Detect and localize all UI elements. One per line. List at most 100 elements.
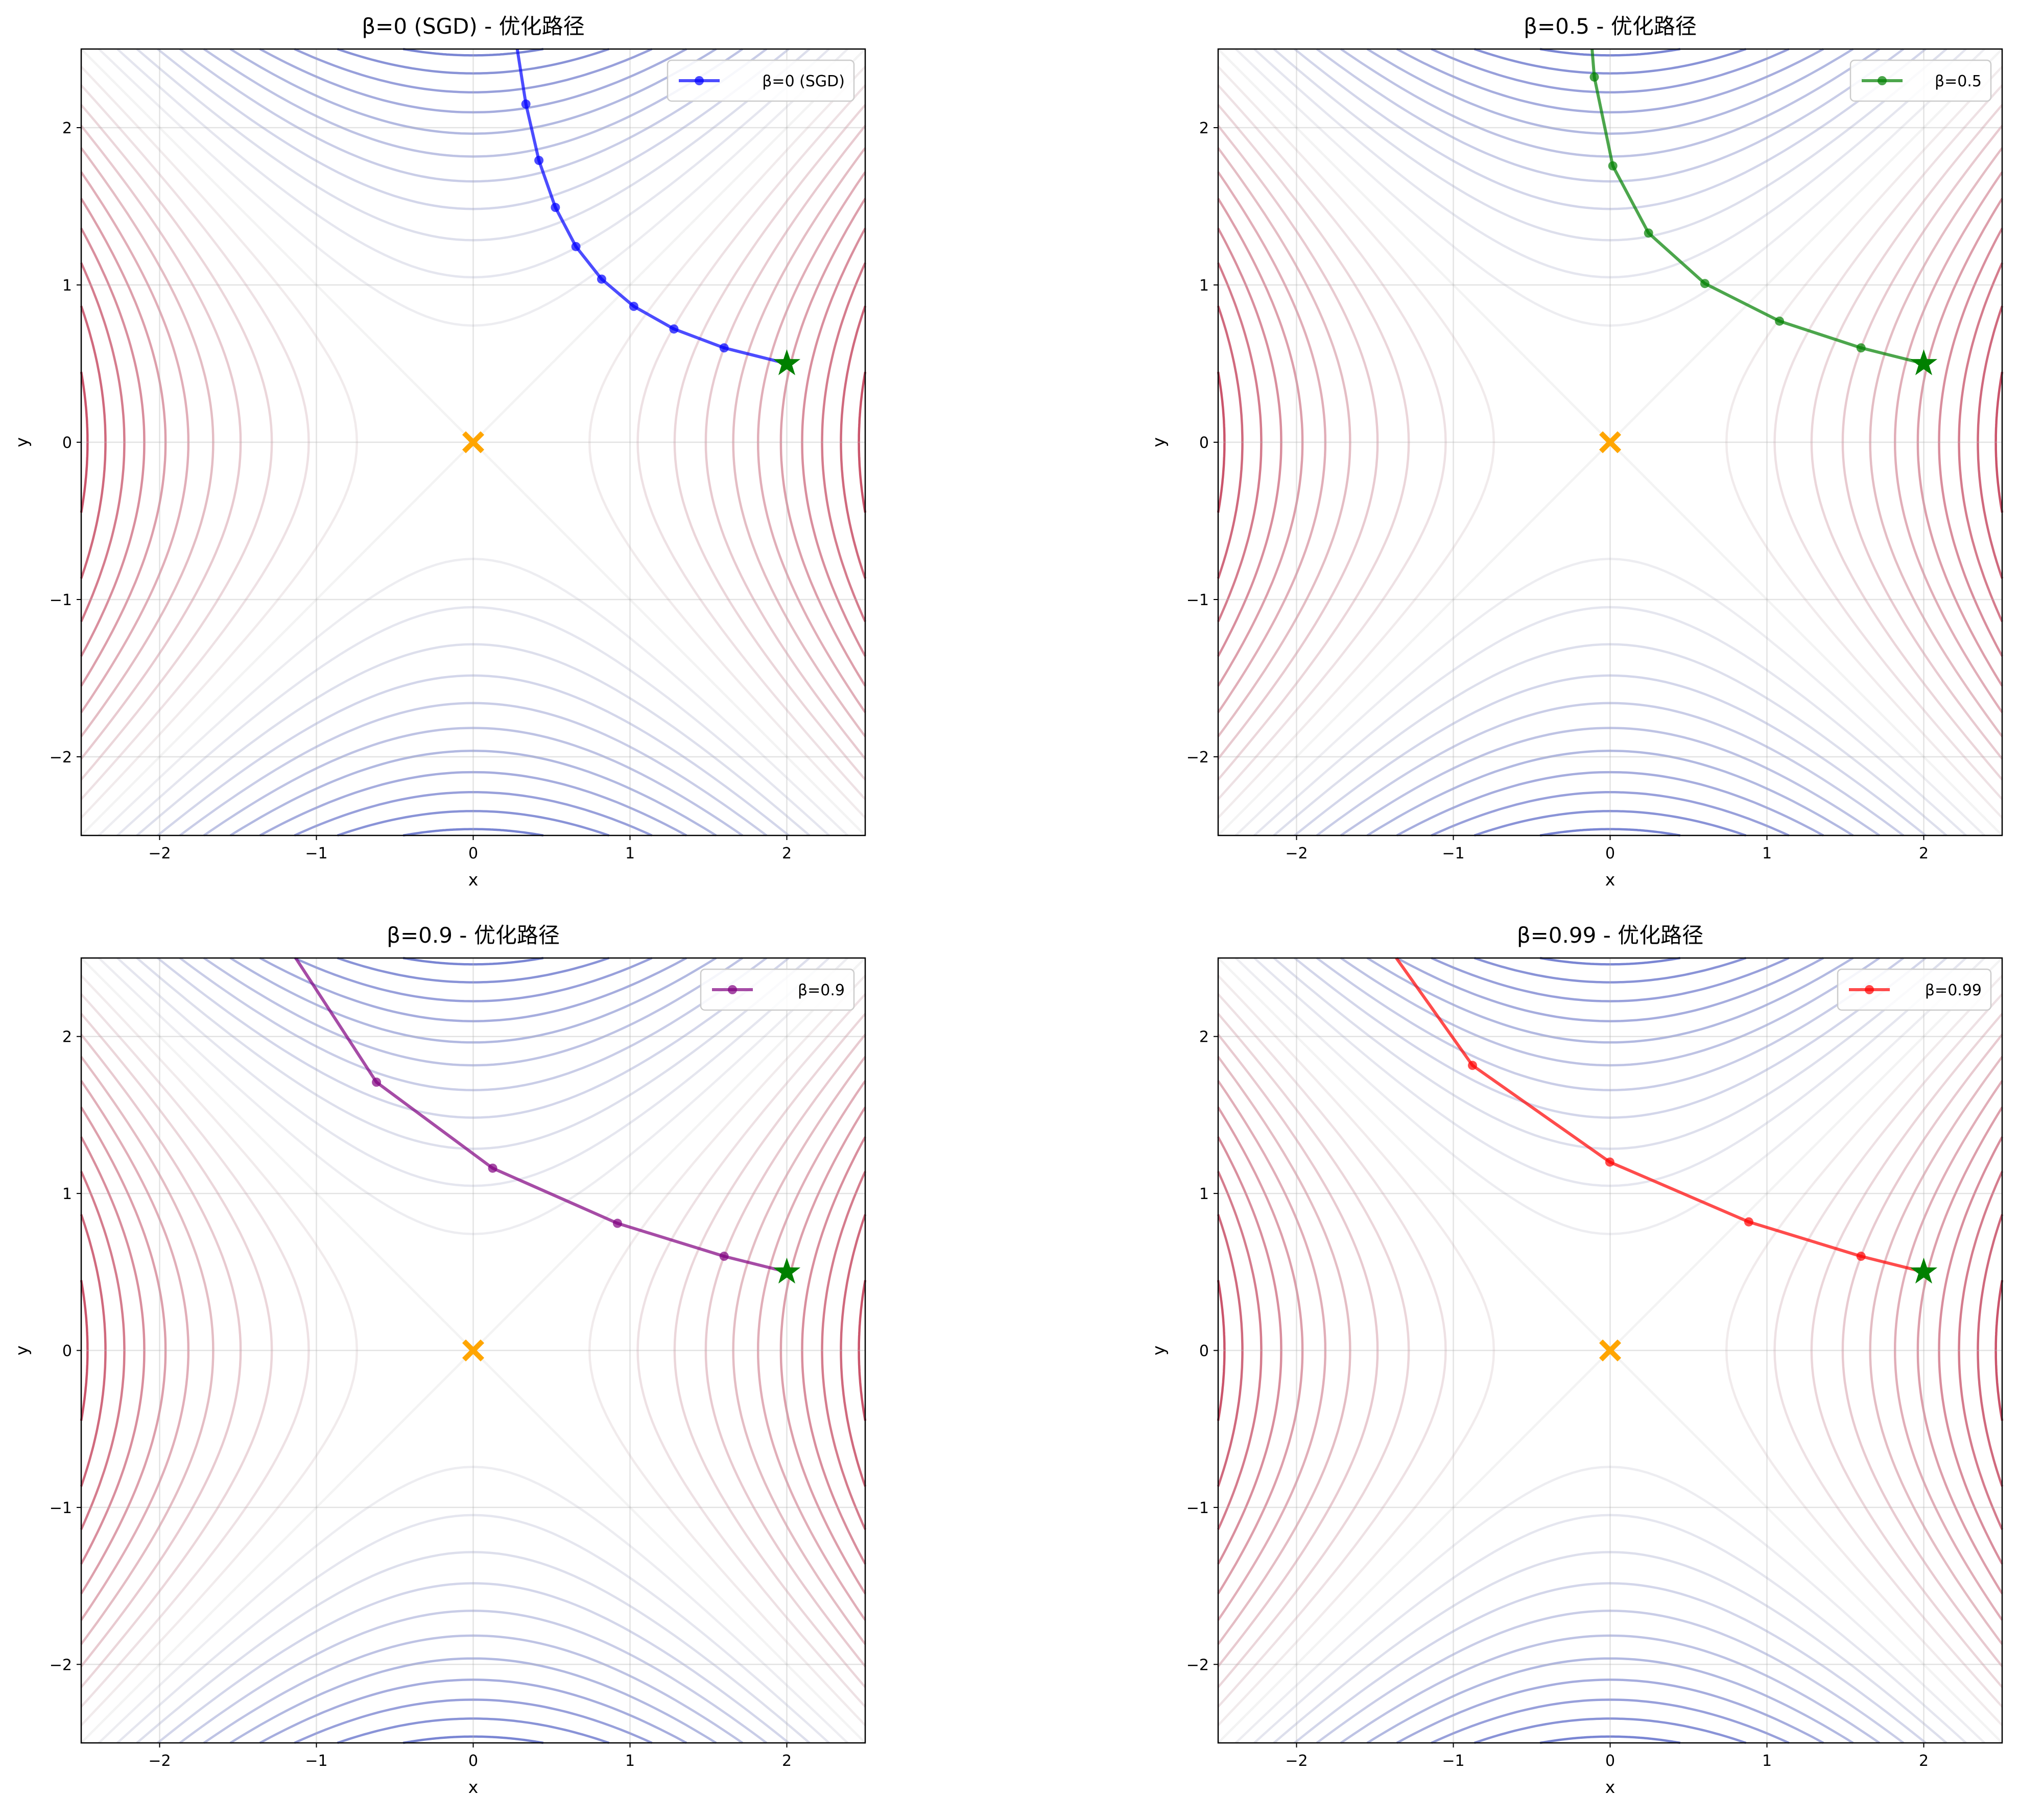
contour-line [1217, 1136, 1282, 1565]
y-tick-label: 0 [1199, 434, 1209, 452]
contour-line [1539, 956, 1681, 966]
x-tick-label: −1 [305, 845, 327, 863]
contour-line [116, 1514, 830, 1744]
contour-line [1273, 957, 1947, 1150]
contour-line [229, 48, 717, 135]
path-point [719, 343, 729, 353]
subplot-0: −2 −1 0 1 2 −2 −1 0 1 2 x y β=0 (SGD) - 优化路径 β=0 (SGD… [12, 14, 867, 890]
x-tick-label: 0 [1605, 1752, 1615, 1770]
contour-line [1938, 1136, 2003, 1565]
contour-line [1977, 1214, 2004, 1487]
contour-line [1916, 1107, 2003, 1594]
contour-line [1869, 147, 2003, 737]
contour-line [294, 47, 653, 93]
contour-line [673, 1013, 866, 1688]
contour-line [80, 84, 310, 800]
contour-line [756, 171, 866, 713]
contour-line [1916, 198, 2003, 687]
saddle-x-stroke [1599, 431, 1622, 453]
y-tick-label: −2 [50, 1656, 72, 1674]
contour-line [80, 262, 126, 622]
contour-line [1958, 262, 2004, 622]
contour-line [136, 643, 811, 836]
contour-line [821, 1171, 867, 1530]
contour-line [1294, 1582, 1927, 1744]
contour-line [1773, 84, 2003, 800]
contour-line [136, 1551, 811, 1744]
saddle-x-marker [462, 1339, 485, 1362]
y-tick-label: −2 [1186, 1656, 1209, 1674]
contour-line [402, 47, 544, 57]
contour-line [732, 1056, 866, 1645]
contour-line [732, 147, 866, 737]
contour-line [80, 1013, 273, 1688]
contour-line [1366, 48, 1854, 135]
contour-line [1217, 66, 1495, 819]
y-tick-label: −1 [1186, 591, 1209, 609]
contour-line [116, 48, 830, 279]
contour-line [157, 1582, 790, 1744]
contour-line [1431, 47, 1790, 93]
contour-line [1474, 1717, 1747, 1744]
path-point [1744, 1217, 1753, 1227]
start-star-marker [1910, 1257, 1938, 1284]
contour-line [1396, 957, 1824, 1022]
legend-box [1849, 59, 1992, 102]
contour-line [179, 702, 768, 836]
x-axis-label: x [1605, 870, 1616, 890]
contour-line [1994, 371, 2004, 513]
start-star-marker [773, 1257, 801, 1284]
contour-line [1539, 828, 1681, 837]
contour-line [636, 84, 866, 800]
contour-line [1217, 228, 1282, 657]
x-axis-label: x [1605, 1777, 1616, 1797]
contour-line [402, 956, 544, 966]
contour-line [1217, 1107, 1304, 1594]
y-tick-label: 2 [1199, 1028, 1209, 1046]
contour-line [98, 1466, 849, 1744]
contour-line [337, 47, 610, 75]
contour-line [259, 957, 687, 1022]
path-point [612, 1218, 622, 1228]
contour-line [704, 125, 866, 760]
saddle-x-stroke [462, 431, 485, 453]
contour-line [80, 993, 310, 1708]
contour-line [779, 1107, 866, 1594]
contour-line [80, 371, 89, 513]
y-tick-label: 1 [1199, 1185, 1209, 1203]
x-tick-label: −2 [1285, 845, 1308, 863]
contour-line [229, 957, 717, 1044]
y-tick-label: −2 [1186, 749, 1209, 767]
contour-line [80, 66, 359, 819]
contour-line [259, 771, 687, 836]
contour-line [203, 1634, 744, 1744]
path-point [719, 1252, 729, 1261]
contour-line [588, 975, 866, 1726]
y-tick-label: 1 [62, 1185, 72, 1203]
contour-line [1474, 810, 1747, 837]
contour-line [1217, 1080, 1327, 1621]
contour-line [801, 1136, 866, 1565]
contour-line [157, 48, 790, 210]
contour-line [1253, 48, 1967, 279]
contour-line [1539, 1735, 1681, 1744]
contour-line [1294, 48, 1927, 210]
y-tick-label: −2 [50, 749, 72, 767]
contour-line [179, 48, 768, 183]
contour-line [80, 104, 273, 781]
contour-line [1253, 957, 1967, 1187]
contour-line [80, 171, 190, 713]
contour-line [1217, 1280, 1226, 1421]
contour-line [1396, 48, 1824, 114]
legend-box [700, 968, 855, 1011]
contour-line [1217, 993, 1447, 1708]
legend: β=0.99 [1837, 968, 1992, 1011]
contour-line [673, 104, 866, 781]
contour-line [1725, 66, 2003, 819]
contour-line [157, 957, 790, 1119]
contour-line [1217, 1013, 1410, 1688]
y-axis-label: y [12, 437, 32, 447]
contour-line [1217, 147, 1351, 737]
contour-line [1773, 993, 2003, 1708]
x-tick-label: −1 [1442, 1752, 1464, 1770]
